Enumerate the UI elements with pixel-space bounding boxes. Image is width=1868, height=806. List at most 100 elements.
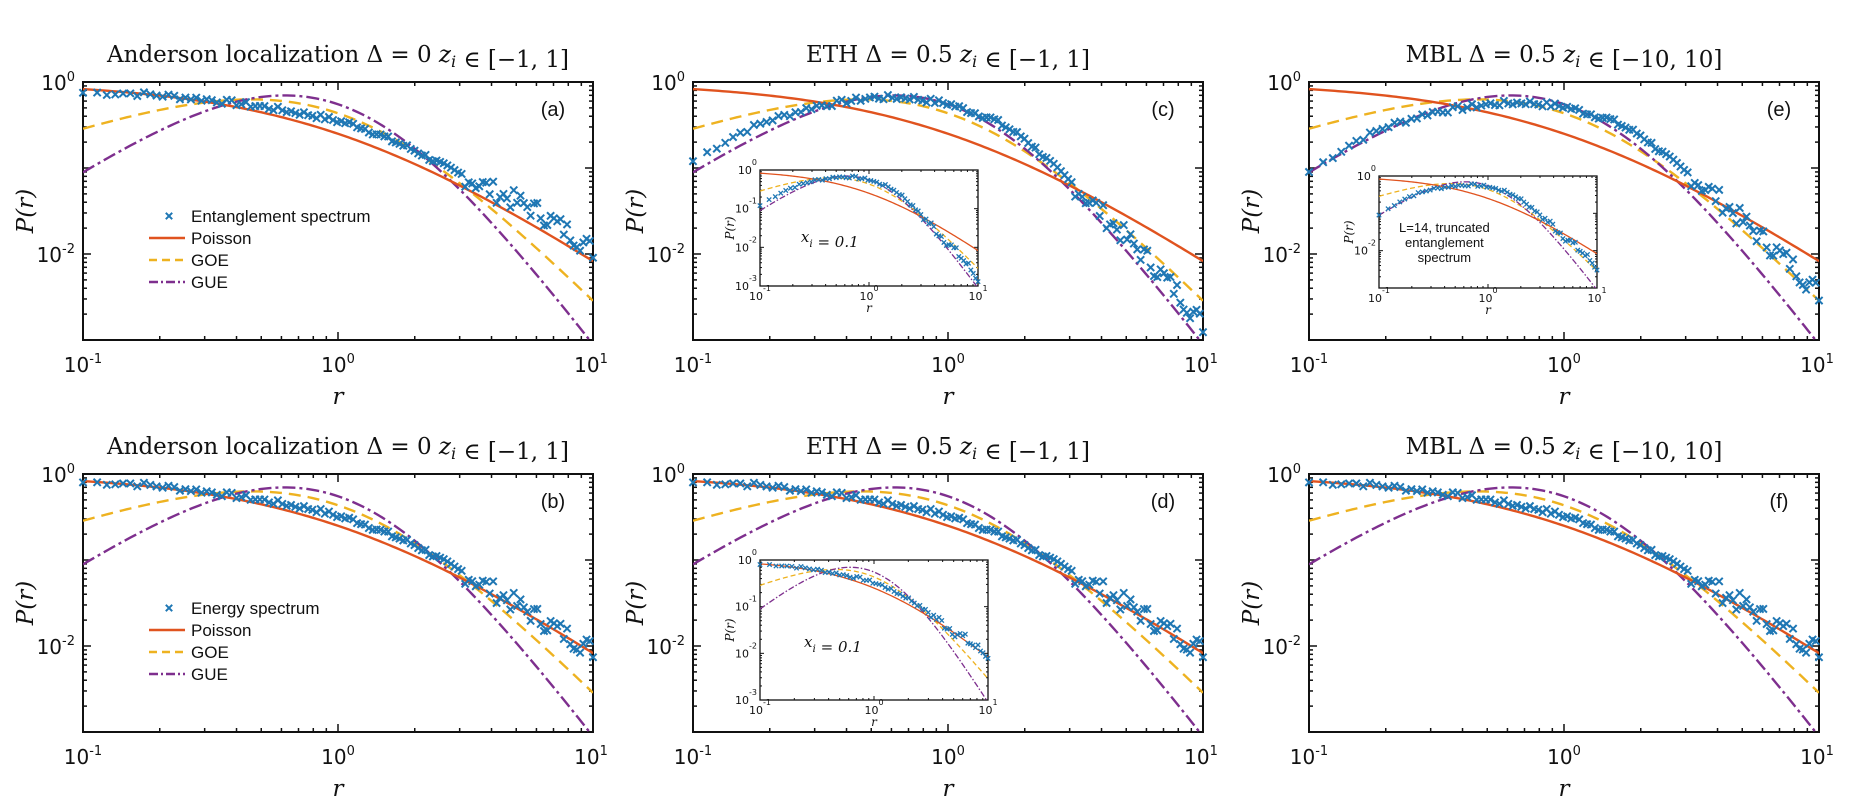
panel-f-data-point bbox=[1811, 636, 1821, 646]
panel-a-gue-line bbox=[83, 94, 592, 340]
inset-c-data-point bbox=[826, 176, 833, 182]
panel-c-data-point bbox=[1169, 289, 1179, 299]
panel-c-data-point bbox=[1091, 198, 1101, 208]
panel-c-data-point bbox=[930, 98, 940, 108]
panel-c-data-point bbox=[1116, 235, 1125, 245]
inset-d-gue-line bbox=[760, 566, 988, 700]
inset-c-data-point bbox=[888, 186, 894, 192]
panel-c-data-point bbox=[1136, 255, 1145, 265]
panel-e-data-point bbox=[1782, 248, 1791, 258]
panel-b-data-point bbox=[588, 652, 598, 662]
panel-c-ylabel: P(r) bbox=[623, 189, 649, 234]
inset-xlabel: r bbox=[866, 301, 873, 315]
panel-a-data-point bbox=[533, 198, 542, 208]
panel-d-data-point bbox=[1091, 577, 1101, 587]
panel-c-data-point bbox=[946, 99, 956, 109]
panel-a-legend: Entanglement spectrum Poisson GOE GUE bbox=[149, 207, 371, 292]
panel-f-xtick-label: 101 bbox=[1800, 744, 1834, 769]
panel-e-data-point bbox=[1521, 99, 1530, 109]
panel-b-data-point bbox=[158, 483, 167, 493]
panel-d-data-point bbox=[688, 478, 698, 487]
panel-a-data-point bbox=[421, 150, 430, 160]
panel-f-data-point bbox=[1714, 577, 1724, 586]
panel-f-xtick-label: 10-1 bbox=[1290, 744, 1328, 769]
panel-b-data-point bbox=[260, 495, 269, 504]
legend-label: GUE bbox=[191, 665, 228, 684]
panel-e-data-point bbox=[1499, 96, 1509, 106]
inset-xtick-label: 100 bbox=[859, 284, 878, 303]
inset-c-data-point bbox=[792, 184, 798, 191]
panel-c-title: ETH Δ = 0.5 zi ∈ [−1, 1] bbox=[806, 42, 1090, 73]
inset-e-data-point bbox=[1550, 221, 1556, 227]
inset-d-data-point bbox=[810, 567, 817, 573]
panel-b: Anderson localization Δ = 0 zi ∈ [−1, 1]… bbox=[13, 434, 608, 802]
panel-c-data-point bbox=[1031, 143, 1040, 152]
panel-e-data-point bbox=[1759, 227, 1768, 236]
panel-f-data-point bbox=[1728, 595, 1738, 605]
panel-c-data-point bbox=[1109, 218, 1118, 228]
panel-c-data-point bbox=[807, 104, 816, 114]
panel-f-data-point bbox=[1735, 588, 1745, 598]
panel-e-markers bbox=[1304, 96, 1824, 305]
panel-a-markers bbox=[78, 88, 598, 263]
inset-d-data-point bbox=[962, 631, 968, 637]
panel-b-data-point bbox=[421, 545, 430, 555]
panel-f-data-point bbox=[1725, 590, 1734, 600]
panel-d-data-point bbox=[870, 495, 879, 504]
panel-a-data-point bbox=[132, 91, 142, 101]
panel-e-data-point bbox=[1693, 180, 1703, 190]
panel-a-data-point bbox=[146, 89, 155, 99]
panel-f-label: (f) bbox=[1770, 491, 1789, 513]
panel-c-data-point bbox=[1129, 239, 1139, 248]
inset-e-data-point bbox=[1406, 193, 1413, 200]
inset-d-ticks bbox=[759, 560, 988, 701]
inset-e-data-point bbox=[1481, 182, 1487, 188]
panel-f-ytick-label: 10-2 bbox=[1263, 634, 1301, 659]
panel-a-ytick-label: 100 bbox=[41, 70, 75, 95]
inset-d-data-point bbox=[806, 566, 813, 572]
panel-a-data-point bbox=[169, 91, 179, 101]
panel-c-data-point bbox=[1176, 298, 1185, 307]
panel-e-data-point bbox=[1707, 184, 1717, 193]
panel-f-poisson-line bbox=[1309, 479, 1819, 655]
inset-d-data-point bbox=[793, 565, 800, 571]
inset-c-data-point bbox=[931, 223, 937, 230]
legend-label: Energy spectrum bbox=[191, 599, 320, 618]
panel-d-data-point bbox=[938, 510, 948, 520]
panel-e-data-point bbox=[1647, 138, 1656, 148]
panel-e-data-point bbox=[1328, 153, 1338, 163]
panel-f-data-point bbox=[1546, 509, 1556, 519]
panel-f-ytick-label: 100 bbox=[1267, 462, 1301, 487]
inset-e-data-point bbox=[1452, 183, 1458, 190]
panel-d-data-point bbox=[918, 505, 927, 515]
panel-a-data-point bbox=[175, 94, 185, 104]
panel-c-data-point bbox=[768, 116, 777, 125]
panel-f-gue-line bbox=[1309, 486, 1818, 732]
inset-e-data-point bbox=[1498, 188, 1505, 194]
inset-d-data-point bbox=[975, 642, 981, 648]
panel-c-data-point bbox=[1119, 220, 1129, 230]
panel-f-goe-line bbox=[1309, 490, 1819, 694]
panel-d-ytick-label: 10-2 bbox=[647, 634, 685, 659]
panel-a-data-point bbox=[516, 191, 525, 201]
inset-c-data-point bbox=[874, 179, 880, 185]
panel-c-ytick-label: 10-2 bbox=[647, 242, 685, 267]
inset-c-data-point bbox=[778, 190, 784, 196]
inset-e-data-point bbox=[1529, 204, 1535, 211]
inset-e-data-point bbox=[1465, 183, 1471, 189]
panel-b-data-point bbox=[512, 601, 522, 611]
panel-e-title: MBL Δ = 0.5 zi ∈ [−10, 10] bbox=[1406, 42, 1723, 73]
panel-c-data-point bbox=[1067, 177, 1076, 187]
panel-c-data-point bbox=[1098, 200, 1108, 210]
panel-a-xtick-label: 10-1 bbox=[64, 352, 102, 377]
inset-d-data-point bbox=[917, 602, 923, 609]
panel-f-data-point bbox=[1384, 483, 1393, 493]
panel-a-data-point bbox=[585, 236, 595, 246]
panel-d-data-point bbox=[1132, 607, 1142, 617]
panel-f-data-point bbox=[1759, 604, 1768, 614]
panel-e-data-point bbox=[1725, 202, 1734, 212]
panel-c-data-point bbox=[883, 90, 893, 100]
panel-a-data-point bbox=[118, 89, 128, 98]
panel-c-data-point bbox=[1146, 263, 1155, 272]
panel-f-data-point bbox=[1486, 495, 1495, 504]
